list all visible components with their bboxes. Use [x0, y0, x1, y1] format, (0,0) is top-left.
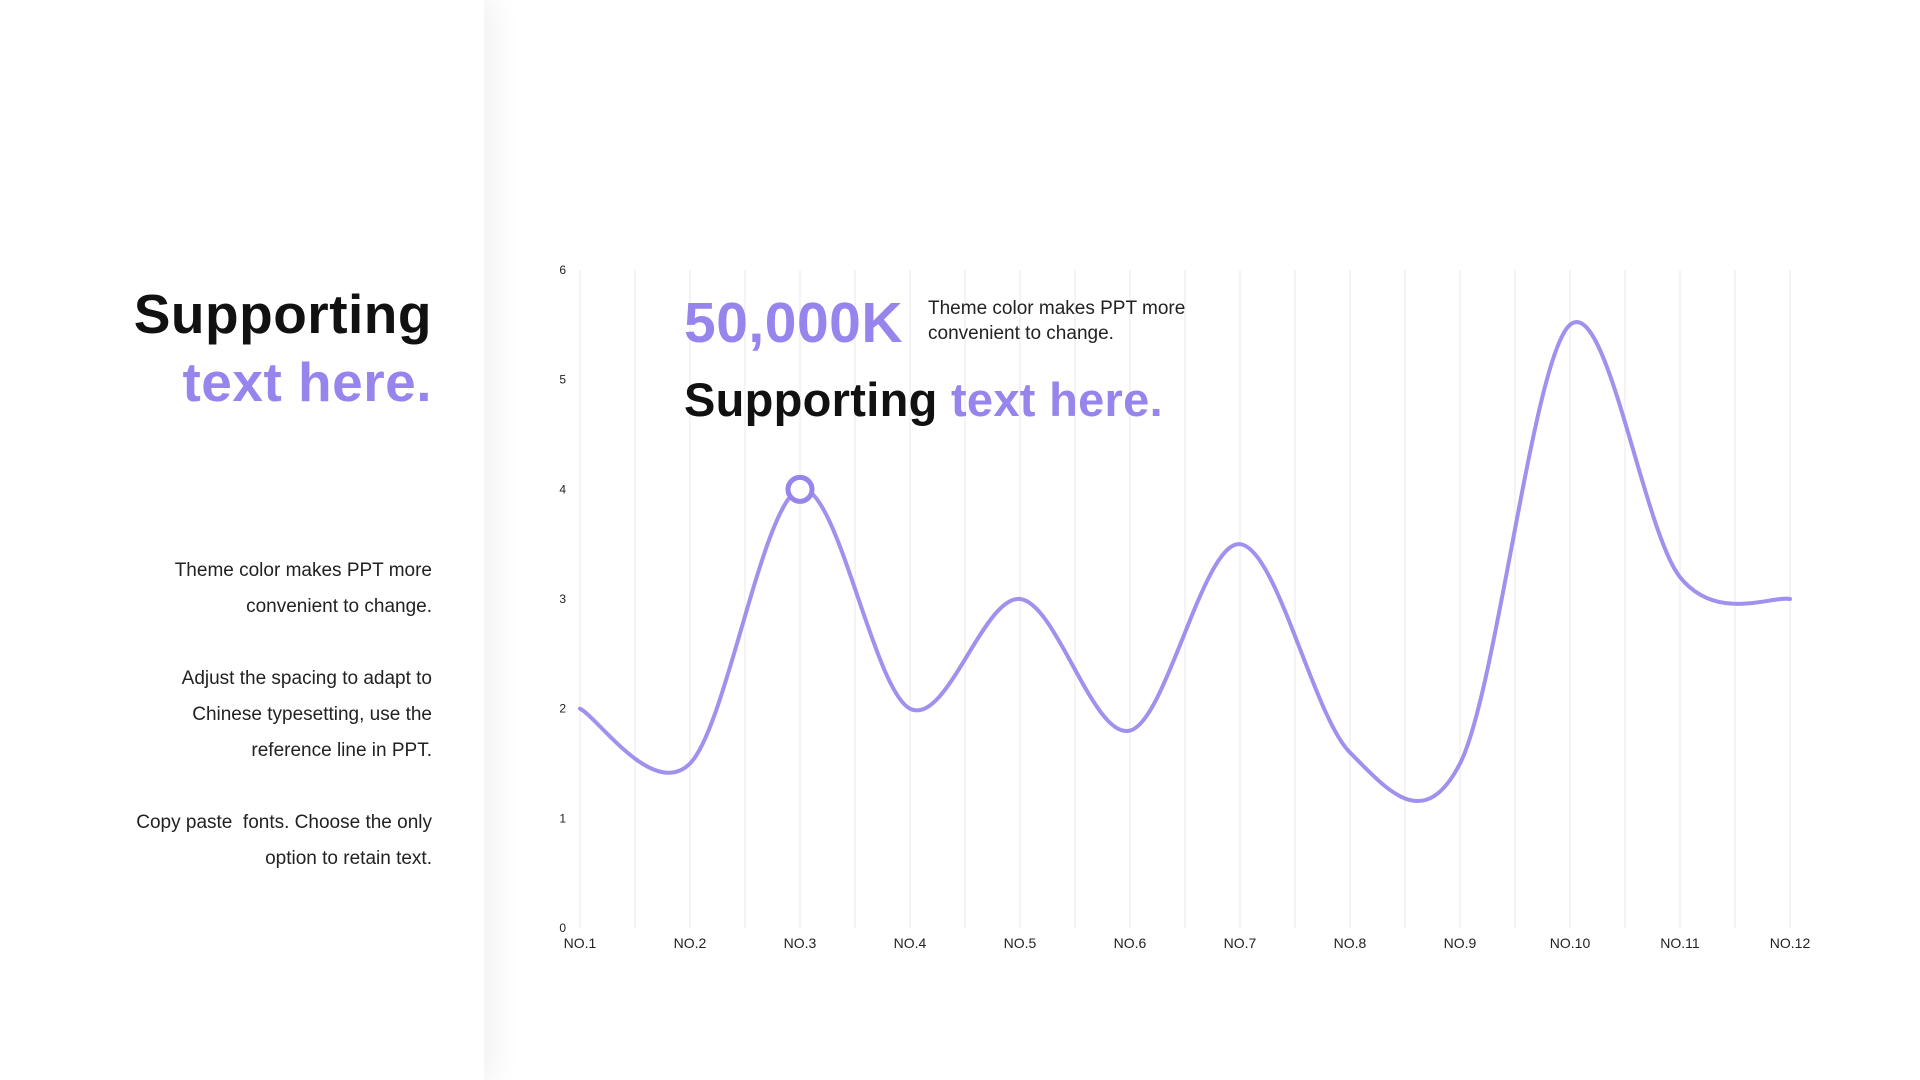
line-chart-svg: 0 1 2 3 4 5 6 NO.1 NO.2 NO.3 NO.4 NO.5 NO.6 NO.7 NO.8 N…: [559, 263, 1811, 951]
left-title: Supporting text here.: [134, 280, 432, 416]
x-tick-label: NO.7: [1224, 935, 1257, 951]
line-chart: 0 1 2 3 4 5 6 NO.1 NO.2 NO.3 NO.4 NO.5 NO.6 NO.7 NO.8 N…: [540, 250, 1840, 970]
left-panel: Supporting text here. Theme color makes …: [0, 0, 484, 1080]
x-tick-label: NO.3: [784, 935, 817, 951]
left-body-text: Theme color makes PPT more convenient to…: [32, 553, 432, 913]
overlay-note: Theme color makes PPT more convenient to…: [928, 298, 1186, 344]
x-tick-label: NO.2: [674, 935, 707, 951]
y-tick-label: 4: [559, 482, 566, 496]
y-tick-label: 1: [559, 811, 566, 825]
y-tick-label: 0: [559, 921, 566, 935]
overlay-subtitle: Supporting text here.: [684, 372, 1163, 427]
left-paragraph-2: Adjust the spacing to adapt to Chinese t…: [181, 668, 432, 761]
left-paragraph-1: Theme color makes PPT more convenient to…: [174, 560, 432, 617]
left-title-line2: text here.: [182, 351, 432, 413]
highlight-point: [785, 474, 815, 504]
x-tick-label: NO.1: [564, 935, 597, 951]
x-tick-label: NO.6: [1114, 935, 1147, 951]
x-tick-label: NO.11: [1660, 935, 1700, 951]
x-tick-label: NO.10: [1550, 935, 1591, 951]
left-paragraph-3: Copy paste fonts. Choose the only option…: [136, 812, 432, 869]
y-tick-label: 6: [559, 263, 566, 277]
big-number: 50,000K: [684, 291, 904, 355]
x-tick-label: NO.4: [894, 935, 927, 951]
left-title-line1: Supporting: [133, 283, 432, 345]
overlay-subtitle-accent: text here.: [950, 373, 1163, 426]
x-tick-label: NO.12: [1770, 935, 1811, 951]
y-tick-label: 5: [559, 373, 566, 387]
x-tick-label: NO.9: [1444, 935, 1477, 951]
x-tick-label: NO.8: [1334, 935, 1367, 951]
x-tick-label: NO.5: [1004, 935, 1037, 951]
overlay-subtitle-dark: Supporting: [684, 373, 938, 426]
y-tick-label: 2: [559, 702, 566, 716]
y-tick-label: 3: [559, 592, 566, 606]
